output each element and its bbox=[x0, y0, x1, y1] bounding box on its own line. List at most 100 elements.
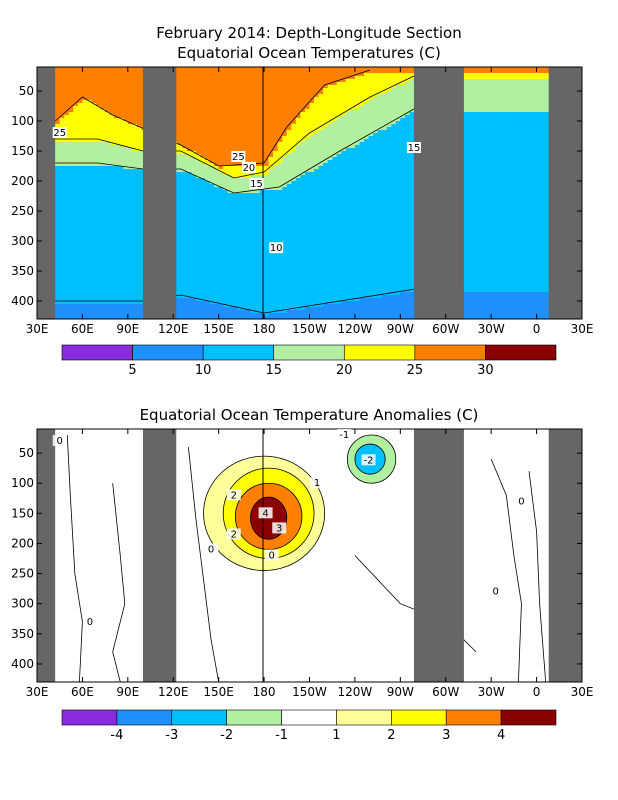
temperature-cell bbox=[55, 94, 61, 98]
temperature-cell bbox=[132, 223, 138, 227]
temperature-cell bbox=[132, 208, 138, 212]
temperature-cell bbox=[73, 118, 79, 122]
temperature-cell bbox=[282, 139, 288, 143]
temperature-cell bbox=[195, 124, 201, 128]
temperature-cell bbox=[236, 187, 242, 191]
temperature-cell bbox=[100, 85, 106, 89]
temperature-cell bbox=[227, 142, 233, 146]
temperature-cell bbox=[268, 295, 274, 299]
temperature-cell bbox=[68, 127, 74, 131]
temperature-cell bbox=[114, 103, 120, 107]
temperature-cell bbox=[59, 310, 65, 314]
temperature-cell bbox=[123, 70, 129, 74]
temperature-cell bbox=[195, 166, 201, 170]
temperature-cell bbox=[77, 76, 83, 80]
temperature-cell bbox=[118, 214, 124, 218]
temperature-cell bbox=[68, 85, 74, 89]
temperature-cell bbox=[132, 193, 138, 197]
temperature-cell bbox=[73, 79, 79, 83]
temperature-cell bbox=[114, 139, 120, 143]
temperature-cell bbox=[55, 232, 61, 236]
temperature-cell bbox=[73, 73, 79, 77]
temperature-cell bbox=[77, 310, 83, 314]
temperature-cell bbox=[245, 151, 251, 155]
temperature-cell bbox=[223, 94, 229, 98]
temperature-cell bbox=[245, 298, 251, 302]
temperature-cell bbox=[282, 169, 288, 173]
temperature-cell bbox=[191, 253, 197, 257]
temperature-cell bbox=[227, 148, 233, 152]
temperature-cell bbox=[109, 136, 115, 140]
temperature-cell bbox=[304, 100, 310, 104]
temperature-cell bbox=[82, 130, 88, 134]
temperature-cell bbox=[182, 91, 188, 95]
temperature-cell bbox=[77, 169, 83, 173]
temperature-cell bbox=[109, 130, 115, 134]
temperature-cell bbox=[214, 289, 220, 293]
temperature-cell bbox=[73, 286, 79, 290]
temperature-cell bbox=[68, 268, 74, 272]
temperature-cell bbox=[223, 133, 229, 137]
temperature-cell bbox=[286, 274, 292, 278]
temperature-cell bbox=[123, 103, 129, 107]
temperature-cell bbox=[105, 199, 111, 203]
temperature-cell bbox=[273, 226, 279, 230]
temperature-cell bbox=[96, 91, 102, 95]
temperature-cell bbox=[264, 82, 270, 86]
temperature-cell bbox=[245, 310, 251, 314]
temperature-cell bbox=[236, 199, 242, 203]
temperature-cell bbox=[105, 304, 111, 308]
temperature-cell bbox=[264, 160, 270, 164]
temperature-cell bbox=[268, 73, 274, 77]
temperature-cell bbox=[255, 232, 261, 236]
temperature-cell bbox=[223, 169, 229, 173]
temperature-cell bbox=[255, 199, 261, 203]
temperature-cell bbox=[286, 289, 292, 293]
temperature-cell bbox=[241, 304, 247, 308]
temperature-cell bbox=[68, 244, 74, 248]
temperature-cell bbox=[86, 280, 92, 284]
temperature-cell bbox=[86, 307, 92, 311]
temperature-cell bbox=[132, 214, 138, 218]
temperature-cell bbox=[232, 94, 238, 98]
temperature-cell bbox=[214, 112, 220, 116]
temperature-cell bbox=[186, 100, 192, 104]
temperature-cell bbox=[182, 73, 188, 77]
temperature-cell bbox=[250, 232, 256, 236]
temperature-cell bbox=[55, 310, 61, 314]
temperature-cell bbox=[68, 148, 74, 152]
temperature-cell bbox=[64, 283, 70, 287]
temperature-cell bbox=[118, 76, 124, 80]
temperature-cell bbox=[195, 70, 201, 74]
temperature-cell bbox=[123, 283, 129, 287]
temperature-cell bbox=[232, 91, 238, 95]
temperature-cell bbox=[191, 100, 197, 104]
temperature-cell bbox=[214, 241, 220, 245]
temperature-cell bbox=[64, 100, 70, 104]
temperature-cell bbox=[68, 124, 74, 128]
temperature-cell bbox=[177, 115, 183, 119]
temperature-cell bbox=[105, 115, 111, 119]
temperature-cell bbox=[127, 214, 133, 218]
temperature-cell bbox=[250, 172, 256, 176]
temperature-cell bbox=[268, 67, 274, 71]
temperature-cell bbox=[191, 226, 197, 230]
temperature-cell bbox=[114, 136, 120, 140]
temperature-cell bbox=[118, 295, 124, 299]
temperature-cell bbox=[286, 301, 292, 305]
temperature-cell bbox=[300, 181, 306, 185]
temperature-cell bbox=[255, 283, 261, 287]
temperature-cell bbox=[227, 100, 233, 104]
temperature-cell bbox=[286, 136, 292, 140]
temperature-cell bbox=[223, 274, 229, 278]
temperature-cell bbox=[68, 232, 74, 236]
temperature-cell bbox=[209, 229, 215, 233]
temperature-cell bbox=[232, 244, 238, 248]
temperature-cell bbox=[205, 316, 211, 319]
temperature-cell bbox=[191, 235, 197, 239]
temperature-cell bbox=[68, 277, 74, 281]
temperature-cell bbox=[250, 256, 256, 260]
temperature-cell bbox=[191, 190, 197, 194]
temperature-cell bbox=[250, 283, 256, 287]
temperature-cell bbox=[268, 307, 274, 311]
